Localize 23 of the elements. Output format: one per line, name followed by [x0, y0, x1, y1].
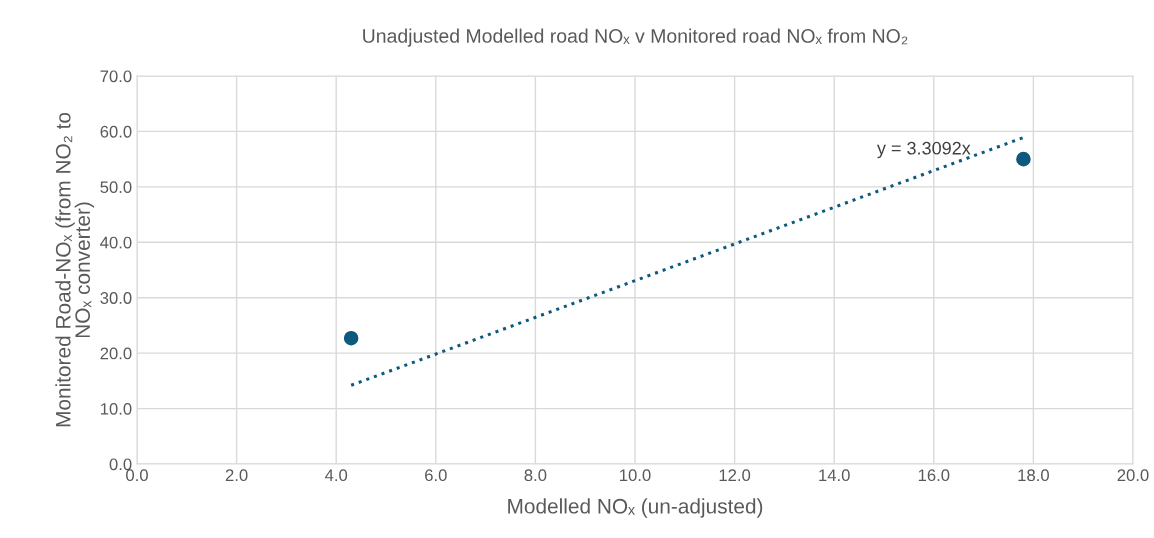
x-tick-label: 16.0 — [918, 469, 950, 482]
y-axis-title: Monitored Road-NOₓ (from NO₂ to NOₓ converter) — [55, 112, 95, 427]
y-tick-label: 30.0 — [100, 292, 132, 304]
x-axis-title: Modelled NOₓ (un-adjusted) — [508, 498, 763, 518]
x-tick-label: 12.0 — [719, 469, 751, 482]
y-tick-label: 50.0 — [100, 181, 132, 194]
y-tick-label: 10.0 — [100, 402, 132, 415]
x-tick-label: 20.0 — [1117, 469, 1149, 482]
chart-title: Unadjusted Modelled road NOₓ v Monitored road NOₓ from NO₂ — [363, 28, 908, 47]
x-tick-label: 2.0 — [225, 469, 248, 482]
y-tick-label: 60.0 — [100, 125, 132, 138]
y-tick-label: 0.0 — [109, 458, 132, 471]
x-tick-label: 10.0 — [620, 469, 651, 482]
x-tick-label: 14.0 — [819, 469, 850, 482]
x-tick-label: 6.0 — [425, 469, 447, 482]
x-tick-label: 18.0 — [1018, 469, 1049, 482]
x-tick-label: 4.0 — [325, 469, 348, 482]
x-tick-label: 8.0 — [524, 469, 547, 482]
x-tick-label: 0.0 — [126, 469, 148, 482]
y-tick-label: 20.0 — [100, 347, 132, 360]
annotation: y = 3.3092x — [876, 141, 971, 159]
y-tick-label: 70.0 — [100, 70, 132, 83]
y-tick-label: 40.0 — [100, 236, 132, 249]
